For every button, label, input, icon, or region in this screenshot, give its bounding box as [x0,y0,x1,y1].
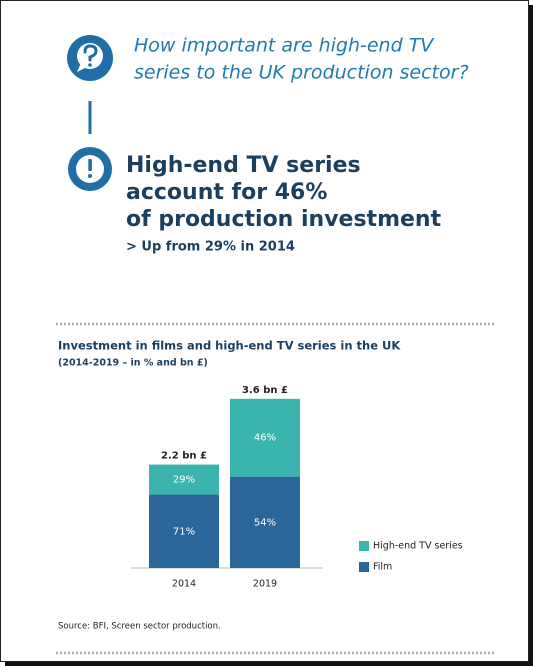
answer-line: account for 46% [126,180,327,205]
question-line: series to the UK production sector? [134,62,469,84]
value-label: 46% [254,433,276,444]
infographic: How important are high-end TV series to … [56,35,496,655]
question-bubble-tail [77,63,87,72]
legend-label: Film [373,562,392,573]
bar-segment [230,398,300,477]
legend-swatch [359,562,369,572]
answer-note: > Up from 29% in 2014 [126,240,295,255]
answer-line: of production investment [126,207,442,232]
total-label: 3.6 bn £ [242,385,288,396]
bar-segment [149,464,219,495]
source: Source: BFI, Screen sector production. [58,622,221,632]
x-tick-label: 2019 [253,579,277,590]
value-label: 29% [173,475,195,486]
question-mark [83,44,98,62]
answer-line: High-end TV series [126,153,361,178]
total-label: 2.2 bn £ [161,451,207,462]
x-tick-label: 2014 [172,579,196,590]
legend-swatch [359,541,369,551]
exclamation-dot [88,174,92,178]
exclamation-bar [88,159,92,171]
bar-segment [149,494,219,568]
question-dot [88,63,92,67]
chart-title: Investment in films and high-end TV seri… [58,339,401,353]
chart-subtitle: (2014-2019 – in % and bn £) [58,358,208,369]
question-line: How important are high-end TV [134,35,435,57]
value-label: 54% [254,517,276,528]
bar-segment [230,476,300,568]
legend-label: High-end TV series [373,541,463,552]
value-label: 71% [173,526,195,537]
